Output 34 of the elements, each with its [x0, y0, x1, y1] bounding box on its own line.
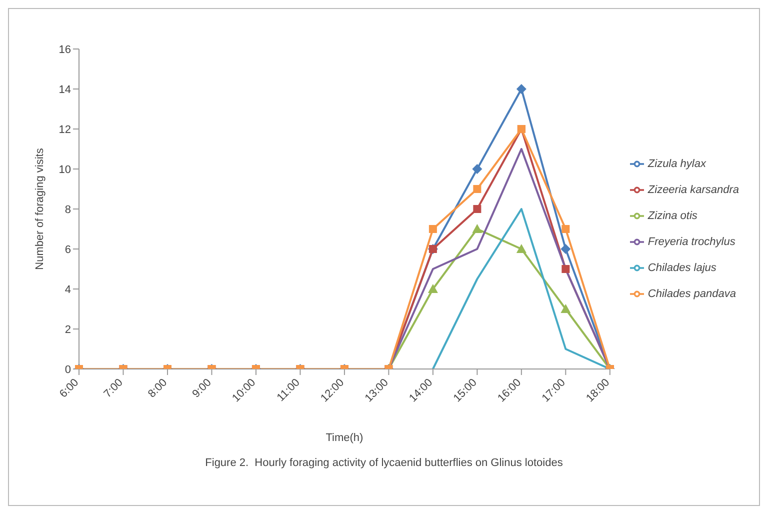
point: [516, 244, 526, 253]
point: [562, 225, 570, 233]
legend-label: Zizina otis: [648, 210, 698, 222]
point: [472, 224, 482, 233]
point: [516, 84, 526, 94]
y-axis-title: Number of foraging visits: [34, 148, 46, 270]
legend-label: Zizula hylax: [648, 158, 706, 170]
y-tick-label: 2: [64, 324, 71, 336]
y-tick-label: 4: [64, 284, 71, 296]
legend-label: Freyeria trochylus: [648, 236, 736, 248]
y-tick-label: 0: [64, 364, 71, 376]
y-tick-label: 6: [64, 244, 71, 256]
y-tick-label: 12: [58, 124, 71, 136]
x-tick-label: 7:00: [102, 376, 126, 400]
y-tick-label: 8: [64, 204, 71, 216]
x-axis-title: Time(h): [326, 432, 364, 444]
legend-label: Zizeeria karsandra: [648, 184, 739, 196]
point: [560, 244, 571, 254]
point: [473, 205, 482, 213]
x-tick-label: 6:00: [57, 376, 82, 400]
point: [560, 304, 571, 313]
y-tick-label: 10: [58, 164, 71, 176]
y-tick-label: 16: [58, 44, 71, 56]
x-tick-label: 8:00: [146, 376, 170, 400]
y-tick-label: 14: [58, 84, 71, 96]
point: [473, 185, 482, 193]
legend-label: Chilades lajus: [648, 262, 716, 274]
point: [428, 225, 437, 233]
x-tick-label: 9:00: [190, 376, 214, 400]
legend-label: Chilades pandava: [648, 288, 736, 300]
point: [428, 284, 438, 293]
point: [562, 265, 570, 273]
caption: Figure 2. Hourly foraging activity of lycaenid butterflies on Glinus lotoides: [204, 457, 564, 469]
point: [472, 164, 482, 174]
